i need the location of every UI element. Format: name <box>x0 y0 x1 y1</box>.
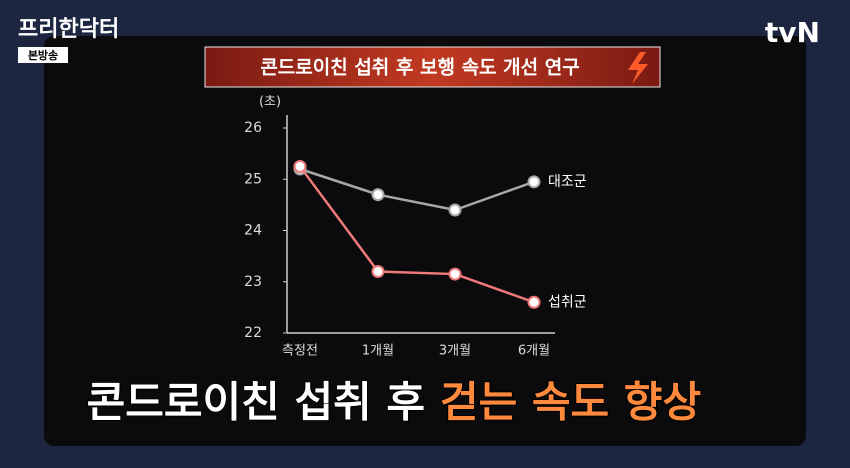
data-point <box>527 175 541 189</box>
data-point <box>448 203 462 217</box>
y-tick-label: 24 <box>244 223 262 239</box>
logo-badge: 본방송 <box>28 48 58 62</box>
x-tick-label: 1개월 <box>362 344 394 359</box>
series-line <box>298 165 535 304</box>
y-axis-label: (초) <box>259 95 281 110</box>
title-banner <box>204 46 661 88</box>
caption-highlight: 걷는 속도 향상 <box>440 378 701 427</box>
data-point <box>293 159 307 173</box>
series-label: 섭취군 <box>548 294 587 310</box>
logo-badge-bg <box>18 47 68 63</box>
data-point <box>371 265 385 278</box>
data-point <box>371 188 385 202</box>
y-tick-label: 26 <box>244 120 262 136</box>
y-tick-label: 22 <box>244 325 262 341</box>
caption-prefix: 콘드로이친 섭취 후 <box>87 378 425 427</box>
series-label: 대조군 <box>548 174 587 190</box>
channel-logo: tvN <box>765 16 820 49</box>
x-tick-label: 6개월 <box>518 344 550 359</box>
chart-title: 콘드로이친 섭취 후 보행 속도 개선 연구 <box>260 57 579 79</box>
data-point <box>527 295 541 309</box>
logo-title: 프리한닥터 <box>18 17 119 42</box>
x-tick-label: 측정전 <box>282 344 318 359</box>
y-tick-label: 25 <box>244 171 262 187</box>
data-point <box>448 267 462 281</box>
lightning-icon <box>628 52 648 84</box>
series-line <box>299 167 535 212</box>
panel <box>44 36 806 446</box>
y-tick-label: 23 <box>244 274 262 290</box>
x-tick-label: 3개월 <box>439 344 471 359</box>
